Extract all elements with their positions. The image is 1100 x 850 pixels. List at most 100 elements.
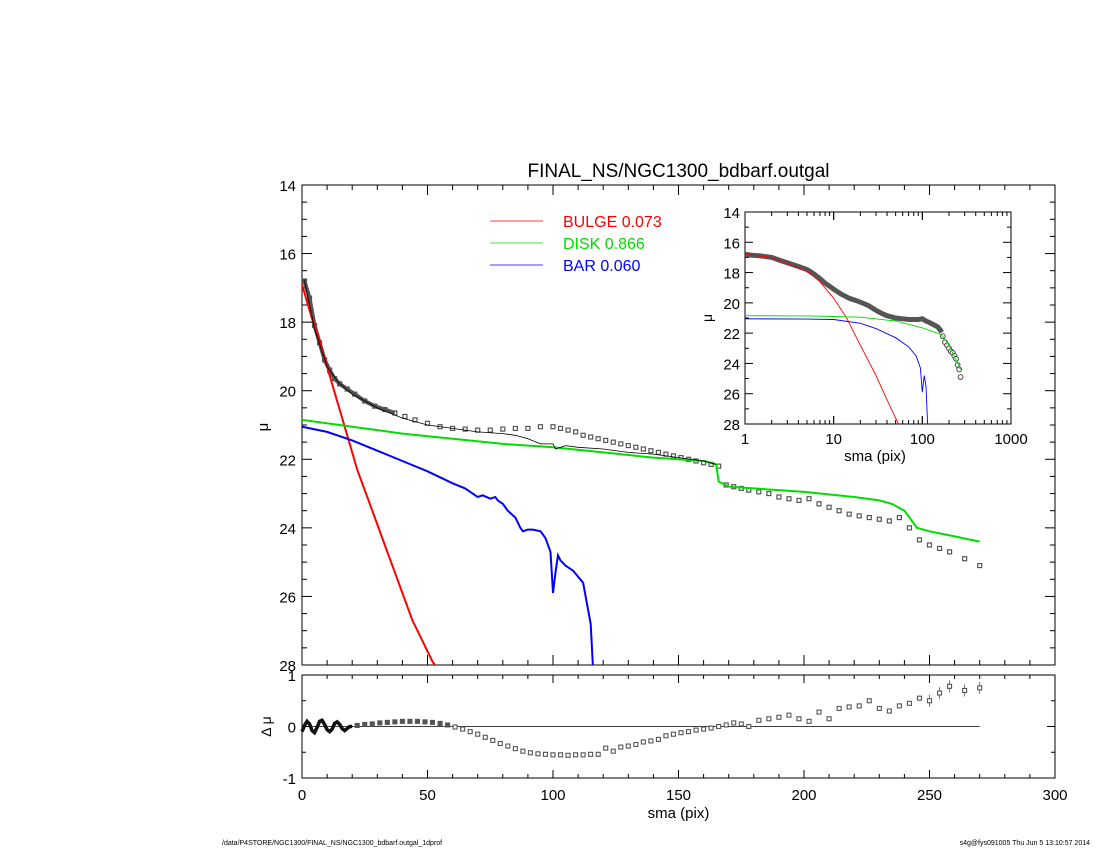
residual-point: [550, 752, 556, 758]
residual-point: [603, 745, 609, 751]
residual-point: [663, 733, 669, 739]
residual-point: [896, 703, 902, 709]
observed-point: [655, 449, 662, 456]
y-axis-label: Δ μ: [258, 716, 274, 737]
observed-point: [670, 453, 677, 459]
residual-point: [876, 705, 882, 712]
y-axis-label: μ: [699, 314, 715, 322]
residual-point: [701, 726, 707, 732]
observed-point: [610, 439, 616, 445]
observed-point: [946, 549, 953, 555]
x-tick-label: 100: [540, 787, 565, 804]
residual-point: [520, 748, 526, 754]
observed-point: [462, 426, 468, 432]
y-tick-label: 20: [279, 384, 296, 401]
series-line-bar: [302, 425, 594, 665]
residual-point: [505, 743, 511, 749]
residual-point: [392, 719, 398, 725]
residual-point: [846, 704, 852, 710]
observed-point: [796, 497, 802, 504]
x-tick-label: 300: [1042, 787, 1067, 804]
residual-point: [573, 752, 579, 758]
residual-point: [655, 736, 661, 742]
y-tick-label: 22: [279, 452, 296, 469]
residual-point: [429, 719, 436, 725]
footer-file-path: /data/P4STORE/NGC1300/FINAL_NS/NGC1300_b…: [222, 840, 443, 847]
inset-observed-point: [956, 366, 963, 373]
observed-point: [766, 490, 772, 497]
legend-label-disk: DISK 0.866: [563, 236, 645, 253]
observed-point: [876, 516, 882, 522]
x-tick-label: 50: [419, 787, 436, 804]
residual-point: [535, 751, 541, 757]
y-axis-label: μ: [255, 423, 272, 432]
y-tick-label: 24: [279, 521, 296, 538]
observed-dense-profile: [302, 280, 396, 415]
residual-point: [384, 719, 390, 725]
residual-point: [786, 712, 792, 718]
residual-point: [693, 727, 699, 733]
residual-point: [746, 723, 752, 730]
y-tick-label: 16: [279, 247, 296, 264]
observed-point: [618, 441, 624, 447]
inset-frame: [744, 211, 1012, 425]
observed-point: [926, 542, 933, 548]
footer-timestamp: s4g@fys091005 Thu Jun 5 13:10:57 2014: [959, 840, 1090, 847]
residual-point: [452, 724, 458, 730]
residual-point: [595, 751, 601, 757]
residual-point: [475, 731, 481, 737]
residual-point: [756, 717, 762, 723]
x-tick-label: 200: [791, 787, 816, 804]
observed-point: [603, 437, 609, 444]
inset-observed-profile: [745, 251, 944, 334]
residual-point: [856, 703, 862, 709]
x-axis-label: sma (pix): [648, 805, 710, 822]
y-tick-label: 16: [723, 235, 740, 252]
legend-label-bar: BAR 0.060: [563, 258, 640, 275]
y-tick-label: 22: [723, 326, 740, 343]
residual-point: [806, 718, 812, 724]
residual-point: [414, 718, 421, 724]
x-tick-label: 150: [666, 787, 691, 804]
residual-point: [377, 720, 383, 726]
residual-point: [490, 737, 496, 743]
residual-point: [886, 708, 892, 714]
residual-point: [816, 709, 822, 715]
residual-point: [708, 725, 714, 731]
residual-point: [906, 700, 912, 706]
residual-point: [723, 722, 729, 728]
observed-point: [640, 446, 646, 452]
residual-point: [731, 720, 737, 726]
inset-series-line-bar: [745, 318, 929, 424]
observed-point: [846, 511, 852, 517]
series-line-disk: [302, 418, 980, 543]
residual-point: [776, 714, 782, 720]
residual-point: [625, 743, 631, 749]
residual-point: [977, 685, 983, 691]
residual-point: [610, 748, 616, 754]
residual-point: [542, 751, 549, 757]
residual-point: [926, 698, 933, 704]
residual-point: [936, 690, 943, 696]
observed-point: [512, 425, 518, 432]
residual-point: [422, 719, 428, 725]
y-tick-label: 14: [279, 178, 296, 195]
residual-point: [685, 729, 692, 735]
residual-point: [445, 722, 451, 728]
observed-point: [806, 496, 812, 502]
series-line-model: [304, 280, 717, 465]
observed-point: [648, 448, 654, 454]
observed-point: [906, 525, 913, 531]
residual-point: [866, 698, 872, 704]
residual-point: [826, 716, 832, 722]
observed-point: [786, 496, 792, 502]
observed-point: [776, 494, 782, 500]
observed-point: [826, 504, 832, 510]
residual-point: [369, 721, 375, 727]
y-tick-label: -1: [283, 771, 296, 788]
x-tick-label: 250: [917, 787, 942, 804]
observed-point: [816, 501, 822, 507]
residual-point: [588, 751, 594, 757]
residual-point: [766, 716, 772, 722]
x-tick-label: 100: [910, 431, 935, 448]
